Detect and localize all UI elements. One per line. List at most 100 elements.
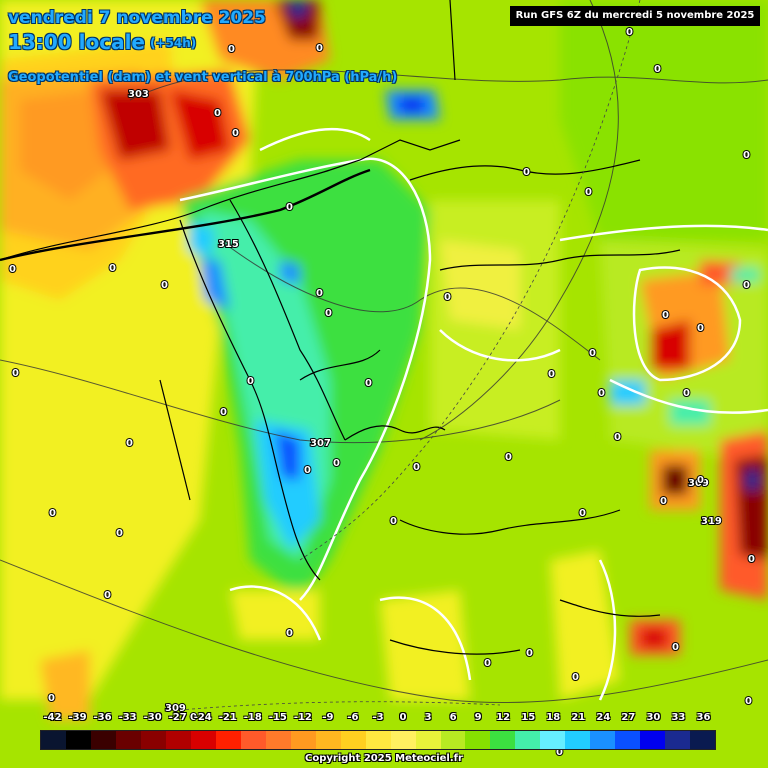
zero-contour-label: 0: [662, 310, 669, 321]
legend-label: -12: [293, 712, 312, 723]
legend-swatch: [41, 731, 66, 749]
legend-label: -15: [268, 712, 287, 723]
zero-contour-label: 0: [161, 280, 168, 291]
zero-contour-label: 0: [748, 554, 755, 565]
zero-contour-label: 0: [589, 348, 596, 359]
legend-label: 6: [449, 712, 457, 723]
zero-contour-label: 0: [505, 452, 512, 463]
zero-contour-label: 0: [572, 672, 579, 683]
geopotential-label: 315: [218, 239, 239, 250]
legend-label: 24: [596, 712, 611, 723]
legend-label: 33: [671, 712, 686, 723]
legend-label: -42: [43, 712, 62, 723]
zero-contour-label: 0: [413, 462, 420, 473]
legend-swatch: [415, 731, 441, 749]
zero-contour-label: 0: [390, 516, 397, 527]
zero-contour-label: 0: [556, 747, 563, 758]
zero-contour-label: 0: [523, 167, 530, 178]
legend-label: -3: [372, 712, 384, 723]
legend-label: 0: [399, 712, 407, 723]
legend-label: 30: [646, 712, 661, 723]
legend-label: -24: [193, 712, 212, 723]
legend-label: -6: [347, 712, 359, 723]
zero-contour-label: 0: [579, 508, 586, 519]
legend-swatch: [240, 731, 266, 749]
geopotential-label: 319: [701, 516, 722, 527]
legend-label: -33: [118, 712, 137, 723]
zero-contour-label: 0: [598, 388, 605, 399]
legend-label: 36: [696, 712, 711, 723]
zero-contour-label: 0: [304, 465, 311, 476]
forecast-step: (+54h): [150, 36, 197, 50]
zero-contour-label: 0: [745, 696, 752, 707]
zero-contour-label: 0: [109, 263, 116, 274]
legend-swatch: [365, 731, 391, 749]
zero-contour-label: 0: [683, 388, 690, 399]
legend-swatch: [340, 731, 366, 749]
legend-label: -30: [143, 712, 162, 723]
zero-contour-label: 0: [228, 44, 235, 55]
zero-contour-label: 0: [316, 43, 323, 54]
zero-contour-label: 0: [49, 508, 56, 519]
geopotential-contours: [0, 0, 768, 704]
zero-contour-label: 0: [743, 280, 750, 291]
legend-labels: -42 -39 -36 -33 -30 -27 -24 -21 -18 -15 -12 -9 -6 -3 0…: [40, 712, 716, 730]
zero-contour-label: 0: [190, 712, 197, 723]
zero-contour-label: 0: [365, 378, 372, 389]
legend-label: -27: [168, 712, 187, 723]
zero-contour-label: 0: [104, 590, 111, 601]
legend-swatch: [140, 731, 166, 749]
vertical-velocity-field: [0, 0, 768, 720]
zero-contour-label: 0: [697, 475, 704, 486]
national-border: [0, 168, 371, 262]
geopotential-label: 309: [688, 478, 709, 489]
zero-contour-label: 0: [220, 407, 227, 418]
legend-swatch: [590, 731, 616, 749]
zero-contour-label: 0: [12, 368, 19, 379]
legend-label: -21: [218, 712, 237, 723]
zero-contour-label: 0: [585, 187, 592, 198]
zero-contour-label: 0: [614, 432, 621, 443]
legend-label: 18: [546, 712, 561, 723]
zero-contour-label: 0: [548, 369, 555, 380]
legend-swatch: [440, 731, 466, 749]
forecast-time: 13:00 locale: [8, 30, 145, 54]
zero-contours: [179, 127, 768, 701]
legend-swatch: [90, 731, 116, 749]
legend-swatch: [315, 731, 341, 749]
parameter-title: Geopotentiel (dam) et vent vertical à 70…: [8, 70, 398, 85]
zero-contour-label: 0: [286, 202, 293, 213]
legend-label: -39: [68, 712, 87, 723]
legend-swatch: [190, 731, 216, 749]
legend-swatch: [390, 731, 416, 749]
legend-label: 27: [621, 712, 636, 723]
legend-colorbar: [40, 730, 716, 750]
legend-swatch: [215, 731, 241, 749]
legend-swatch: [265, 731, 291, 749]
legend-swatch: [465, 731, 491, 749]
zero-contour-label: 0: [48, 693, 55, 704]
zero-contour-label: 0: [126, 438, 133, 449]
geopotential-label: 309: [165, 703, 186, 714]
zero-contour-label: 0: [247, 376, 254, 387]
zero-contour-label: 0: [654, 64, 661, 75]
legend-swatch: [690, 731, 716, 749]
legend-swatch: [615, 731, 641, 749]
run-info: Run GFS 6Z du mercredi 5 novembre 2025: [510, 6, 760, 26]
zero-contour-label: 0: [697, 323, 704, 334]
legend-label: 9: [474, 712, 482, 723]
legend-label: 21: [571, 712, 586, 723]
zero-contour-label: 0: [672, 642, 679, 653]
forecast-date: vendredi 7 novembre 2025: [8, 8, 266, 28]
legend-swatch: [515, 731, 541, 749]
graticule: [179, 0, 641, 711]
geopotential-label: 303: [128, 89, 149, 100]
zero-contour-label: 0: [232, 128, 239, 139]
legend-swatch: [665, 731, 691, 749]
legend-swatch: [490, 731, 516, 749]
legend-label: 12: [496, 712, 511, 723]
zero-contour-label: 0: [316, 288, 323, 299]
zero-contour-label: 0: [325, 308, 332, 319]
coastlines-and-borders: [0, 0, 681, 655]
